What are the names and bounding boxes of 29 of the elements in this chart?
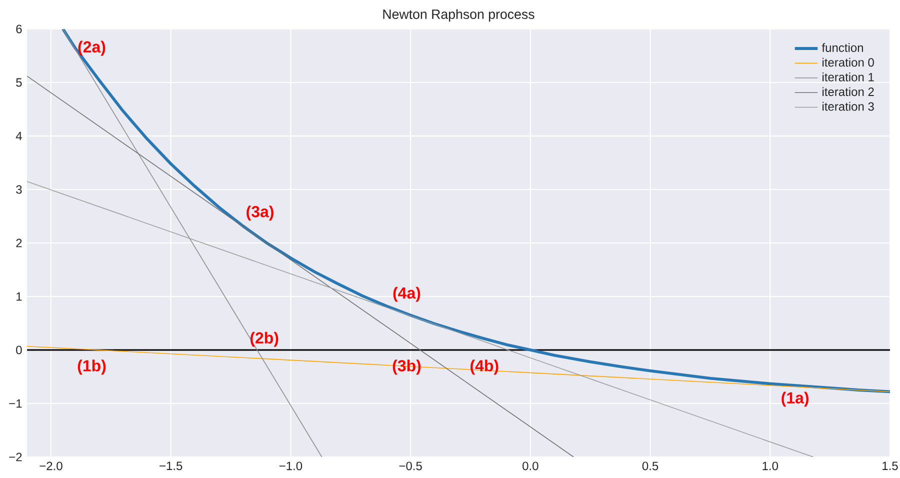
legend-label: iteration 3 (822, 102, 874, 111)
legend-label: iteration 1 (822, 72, 874, 82)
x-tick-label: 0.0 (522, 462, 538, 470)
x-tick-label: −0.5 (399, 462, 422, 470)
annotation: (2a) (78, 40, 106, 56)
y-tick-label: 3 (16, 185, 22, 194)
annotation: (3a) (246, 206, 274, 220)
y-tick-label: 4 (16, 132, 22, 140)
annotation: (1b) (78, 360, 106, 375)
annotation: (1a) (782, 392, 808, 407)
y-tick-label: −1 (9, 399, 22, 408)
legend-label: function (822, 43, 863, 52)
x-tick-label: −1.5 (160, 462, 182, 470)
x-tick-label: 1.0 (762, 462, 778, 470)
x-tick-label: 1.5 (882, 462, 898, 470)
legend-label: iteration 0 (822, 58, 874, 67)
y-tick-label: 2 (16, 238, 22, 248)
chart-title: Newton Raphson process (383, 9, 534, 22)
annotation: (2b) (250, 332, 278, 347)
x-tick-label: −1.0 (279, 462, 302, 470)
y-tick-label: 5 (16, 78, 22, 87)
y-tick-label: 0 (16, 346, 22, 354)
legend-label: iteration 2 (822, 87, 874, 96)
y-tick-label: 6 (16, 24, 22, 34)
y-tick-label: 1 (16, 292, 22, 301)
x-tick-label: 0.5 (642, 462, 658, 470)
x-tick-label: −2.0 (40, 462, 62, 470)
annotation: (4a) (393, 286, 420, 302)
y-tick-label: −2 (9, 452, 22, 462)
